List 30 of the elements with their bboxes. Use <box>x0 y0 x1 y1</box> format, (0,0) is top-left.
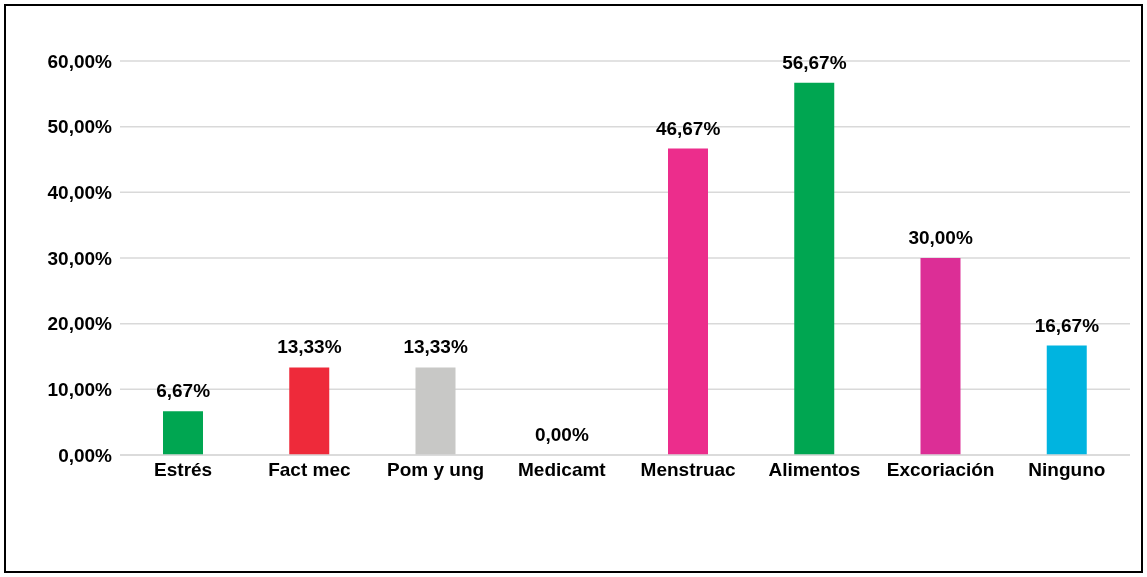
data-label: 30,00% <box>908 227 973 248</box>
data-label: 13,33% <box>403 336 468 358</box>
x-tick-label: Medicamt <box>518 459 607 481</box>
y-tick-label: 40,00% <box>47 182 113 204</box>
data-label: 13,33% <box>277 336 342 358</box>
bar <box>289 367 330 455</box>
x-tick-label: Pom y ung <box>387 459 485 481</box>
x-tick-label: Estrés <box>154 459 213 481</box>
bar <box>415 367 456 455</box>
x-tick-label: Menstruac <box>640 459 737 481</box>
bar <box>668 148 708 455</box>
data-label: 6,67% <box>156 380 211 402</box>
data-label: 56,67% <box>782 51 847 73</box>
data-label: 46,67% <box>655 117 721 139</box>
x-tick-label: Alimentos <box>768 459 861 481</box>
data-label: 16,67% <box>1034 314 1100 336</box>
bar <box>1046 345 1087 455</box>
bar <box>920 258 961 455</box>
y-tick-label: 50,00% <box>47 116 113 138</box>
y-tick-label: 30,00% <box>47 247 113 269</box>
x-tick-label: Ninguno <box>1028 459 1106 481</box>
y-tick-label: 60,00% <box>47 50 113 72</box>
x-tick-label: Fact mec <box>268 459 351 481</box>
bar <box>163 411 203 455</box>
x-tick-label: Excoriación <box>886 459 995 481</box>
y-tick-label: 10,00% <box>47 379 113 401</box>
bar <box>794 82 835 455</box>
y-tick-label: 20,00% <box>47 313 113 335</box>
data-label: 0,00% <box>534 424 589 445</box>
y-tick-label: 0,00% <box>58 444 113 466</box>
